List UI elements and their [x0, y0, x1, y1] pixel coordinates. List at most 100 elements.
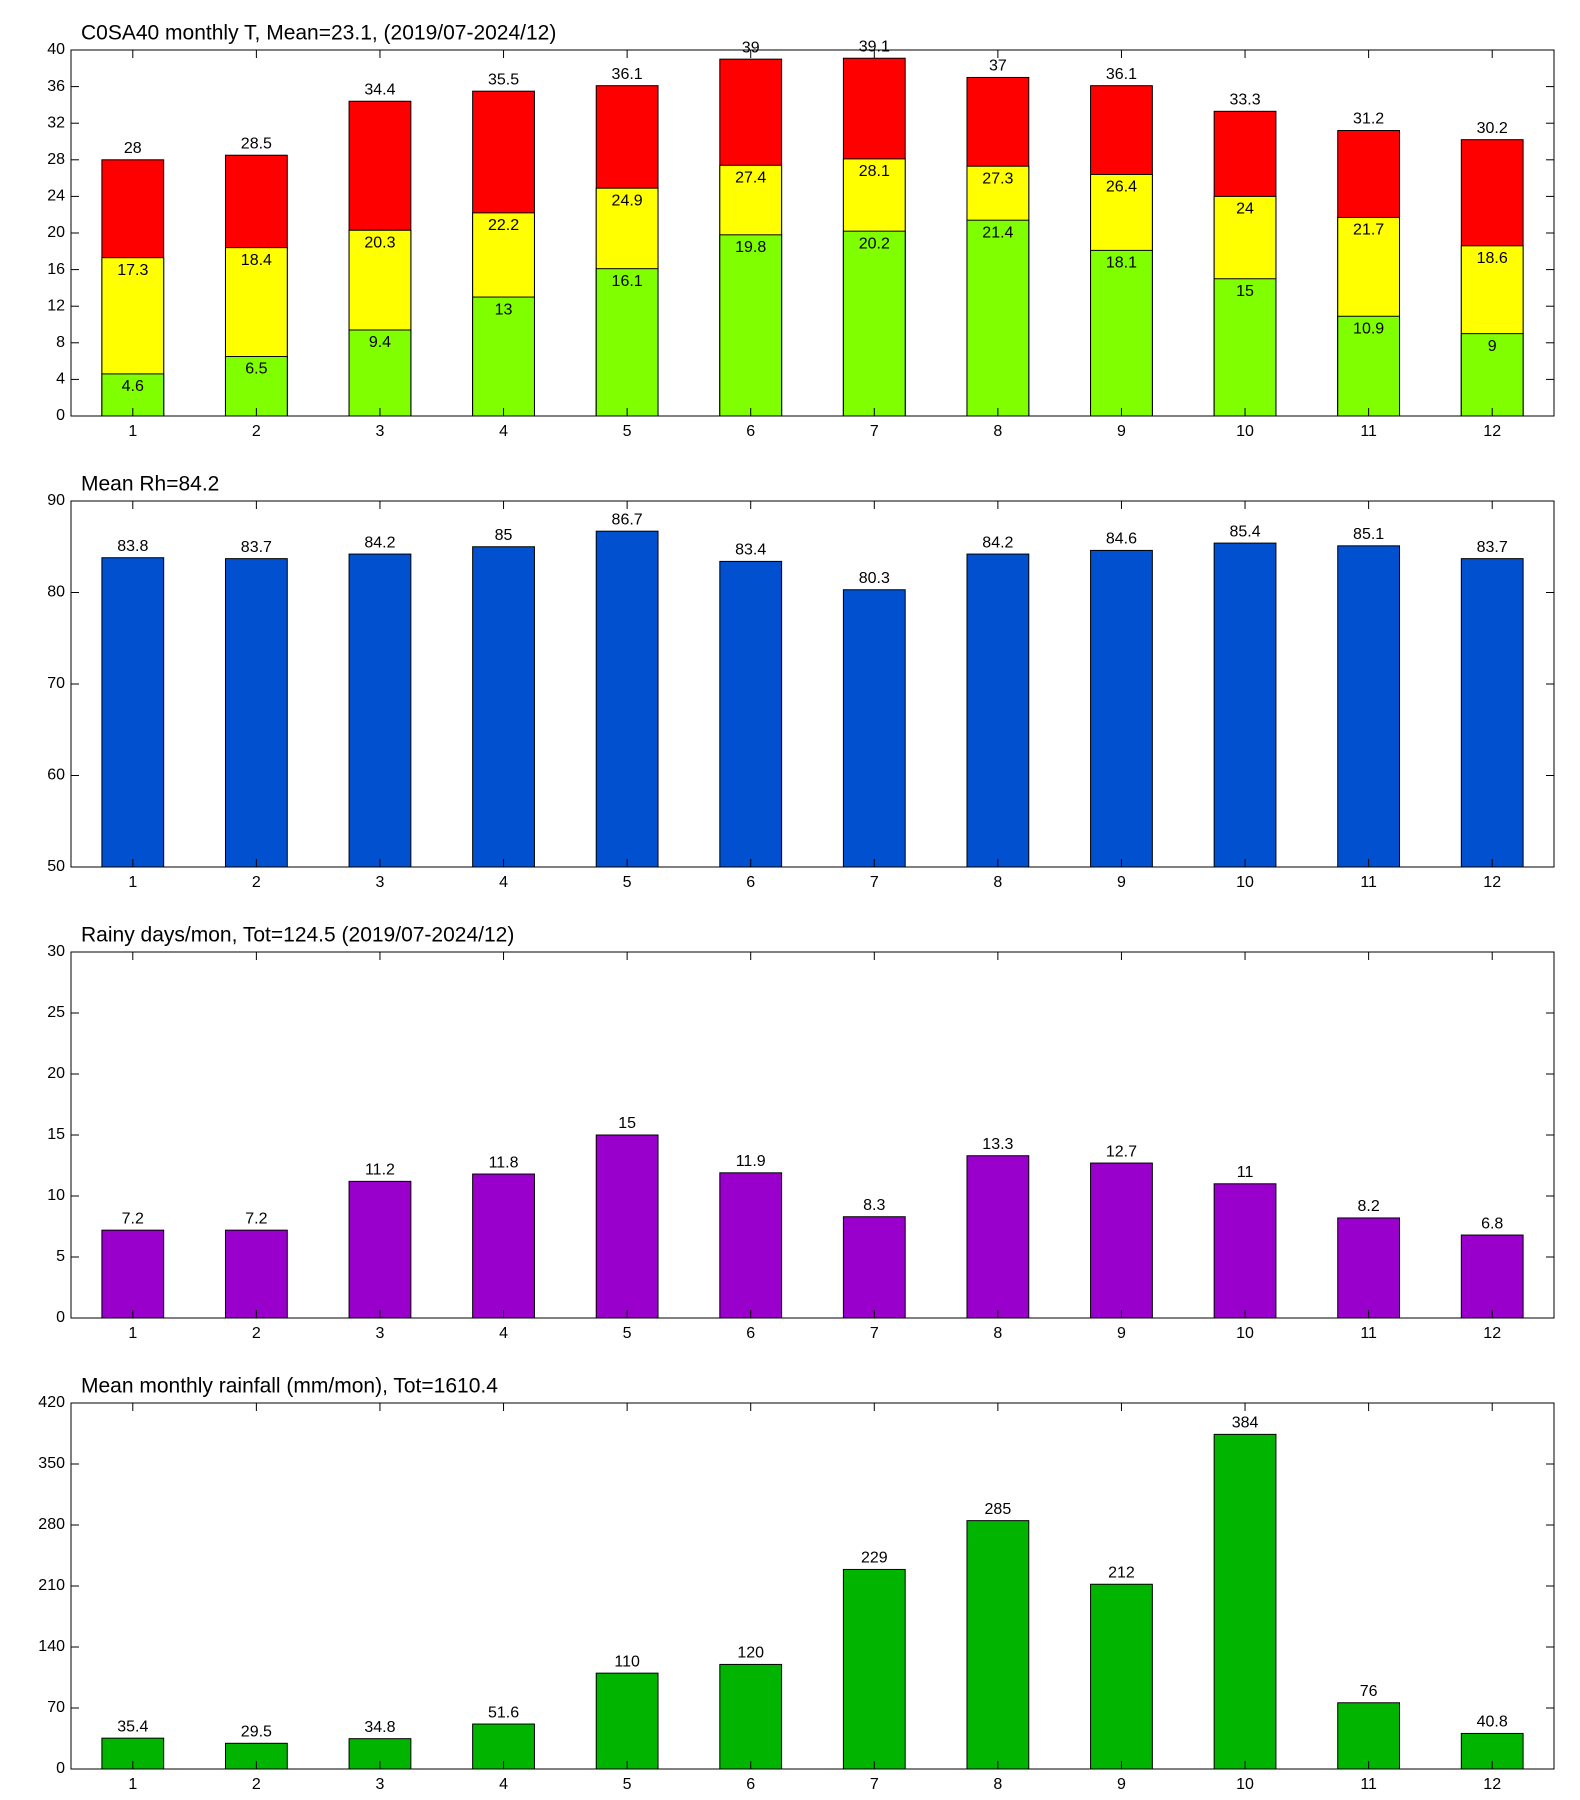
x-tick-label: 12	[1483, 423, 1501, 440]
bar	[966, 553, 1030, 868]
x-tick-label: 7	[870, 1325, 879, 1342]
data-label: 35.4	[117, 1718, 148, 1735]
x-tick-label: 8	[993, 1325, 1002, 1342]
data-label: 85	[495, 527, 513, 544]
x-tick-label: 10	[1236, 423, 1254, 440]
data-label: 11.9	[736, 1153, 766, 1170]
x-tick-label: 3	[376, 874, 385, 891]
data-label: 212	[1108, 1564, 1135, 1581]
x-tick-label: 11	[1360, 874, 1377, 891]
bar	[1337, 1217, 1401, 1319]
data-label: 85.1	[1353, 526, 1384, 543]
bar	[966, 1520, 1030, 1770]
bar	[595, 1134, 659, 1319]
data-label: 384	[1232, 1415, 1259, 1432]
bar	[348, 329, 412, 417]
data-label: 31.2	[1353, 111, 1384, 128]
x-tick-label: 12	[1483, 1776, 1501, 1793]
data-label: 110	[614, 1653, 640, 1670]
x-tick-label: 1	[128, 423, 137, 440]
data-label: 8.3	[863, 1197, 885, 1214]
data-label: 83.7	[241, 539, 272, 556]
bar	[224, 356, 288, 417]
bar	[472, 1173, 535, 1319]
x-tick-label: 8	[993, 1776, 1002, 1793]
x-tick-label: 6	[746, 1325, 755, 1342]
data-label: 11	[1237, 1164, 1254, 1181]
x-tick-label: 5	[623, 1325, 632, 1342]
x-tick-label: 7	[870, 423, 879, 440]
bar	[1460, 333, 1524, 417]
bar	[595, 1672, 659, 1770]
y-tick-label: 40	[47, 41, 65, 58]
data-label: 39	[742, 39, 760, 56]
bar	[1090, 249, 1153, 417]
bar	[842, 230, 906, 417]
bar	[101, 557, 165, 868]
y-tick-label: 16	[47, 261, 65, 278]
x-tick-label: 1	[128, 1776, 137, 1793]
data-label: 120	[737, 1645, 764, 1662]
x-tick-label: 3	[376, 1776, 385, 1793]
y-tick-label: 15	[47, 1126, 65, 1143]
plot-frame	[70, 951, 1555, 1319]
x-tick-label: 2	[252, 423, 261, 440]
data-label: 86.7	[612, 511, 643, 528]
data-label: 85.4	[1229, 523, 1260, 540]
bar	[1090, 549, 1153, 868]
bar	[472, 546, 535, 868]
data-label: 4.6	[122, 378, 144, 395]
y-tick-label: 350	[38, 1455, 65, 1472]
x-tick-label: 11	[1360, 423, 1377, 440]
x-tick-label: 5	[623, 1776, 632, 1793]
data-label: 34.8	[364, 1719, 395, 1736]
bar	[1213, 542, 1277, 868]
x-tick-label: 3	[376, 1325, 385, 1342]
data-label: 19.8	[735, 239, 766, 256]
data-label: 24	[1236, 201, 1254, 218]
x-tick-label: 11	[1360, 1776, 1377, 1793]
x-tick-label: 9	[1117, 874, 1126, 891]
data-label: 51.6	[488, 1704, 519, 1721]
bar	[595, 530, 659, 868]
x-tick-label: 6	[746, 1776, 755, 1793]
plot-frame	[70, 49, 1555, 417]
bar	[719, 234, 783, 417]
y-tick-label: 5	[56, 1248, 65, 1265]
bar	[966, 219, 1030, 417]
y-tick-label: 20	[47, 224, 65, 241]
y-tick-label: 30	[47, 943, 65, 960]
data-label: 18.1	[1106, 255, 1137, 272]
x-tick-label: 4	[499, 874, 508, 891]
y-tick-label: 70	[47, 1699, 65, 1716]
data-label: 36.1	[1106, 66, 1137, 83]
x-tick-label: 10	[1236, 874, 1254, 891]
x-tick-label: 8	[993, 423, 1002, 440]
x-tick-label: 4	[499, 1776, 508, 1793]
data-label: 6.8	[1481, 1215, 1503, 1232]
data-label: 7.2	[245, 1210, 267, 1227]
data-label: 28.5	[241, 135, 272, 152]
x-tick-label: 1	[128, 874, 137, 891]
bar	[1460, 1234, 1524, 1319]
data-label: 37	[989, 58, 1007, 75]
data-label: 34.4	[364, 81, 395, 98]
x-tick-label: 9	[1117, 1325, 1126, 1342]
data-label: 18.6	[1477, 250, 1508, 267]
data-label: 7.2	[122, 1210, 144, 1227]
data-label: 15	[1236, 283, 1254, 300]
data-label: 20.3	[364, 234, 395, 251]
bar	[348, 553, 412, 868]
data-label: 36.1	[612, 66, 643, 83]
data-label: 27.3	[982, 170, 1013, 187]
bar	[224, 1229, 288, 1319]
bar	[842, 589, 906, 868]
y-tick-label: 70	[47, 675, 65, 692]
x-tick-label: 2	[252, 874, 261, 891]
bar	[842, 1568, 906, 1770]
data-label: 285	[985, 1501, 1012, 1518]
x-tick-label: 6	[746, 423, 755, 440]
x-tick-label: 6	[746, 874, 755, 891]
x-tick-label: 10	[1236, 1325, 1254, 1342]
data-label: 83.8	[117, 538, 148, 555]
